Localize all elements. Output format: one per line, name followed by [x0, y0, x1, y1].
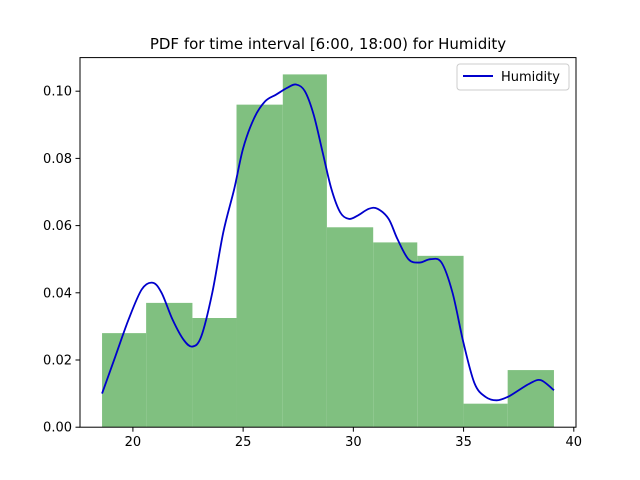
legend: Humidity	[456, 63, 570, 91]
histogram-bar-9	[507, 370, 554, 428]
y-axis: 0.00 0.02 0.04 0.06 0.08 0.10	[43, 85, 80, 436]
y-tick-label: 0.08	[43, 152, 72, 167]
y-tick-label: 0.06	[43, 219, 72, 234]
pdf-curve-group	[101, 83, 555, 402]
histogram-bar-2	[192, 318, 237, 428]
histogram-bar-4	[282, 74, 327, 428]
plot-frame	[79, 57, 577, 428]
x-axis: 20 25 30 35 40	[125, 427, 582, 450]
x-tick-label: 30	[345, 435, 362, 450]
x-tick-label: 25	[235, 435, 252, 450]
y-tick-label: 0.00	[43, 421, 72, 436]
x-tick-label: 20	[125, 435, 142, 450]
histogram-bar-3	[236, 104, 283, 428]
histogram-bar-6	[373, 242, 418, 428]
histogram-bar-8	[463, 403, 508, 428]
histogram-bar-0	[102, 333, 147, 428]
histogram-bar-5	[326, 227, 374, 428]
legend-label: Humidity	[501, 70, 560, 85]
pdf-curve-line	[101, 83, 555, 402]
y-tick-label: 0.10	[43, 85, 72, 100]
x-tick-label: 35	[455, 435, 472, 450]
histogram-bars	[102, 74, 554, 428]
x-tick-label: 40	[566, 435, 583, 450]
chart-title: PDF for time interval [6:00, 18:00) for …	[150, 35, 506, 53]
y-tick-label: 0.04	[43, 286, 72, 301]
histogram-bar-1	[146, 302, 193, 428]
y-tick-label: 0.02	[43, 354, 72, 369]
legend-box	[456, 63, 570, 91]
histogram-bar-7	[417, 255, 464, 428]
